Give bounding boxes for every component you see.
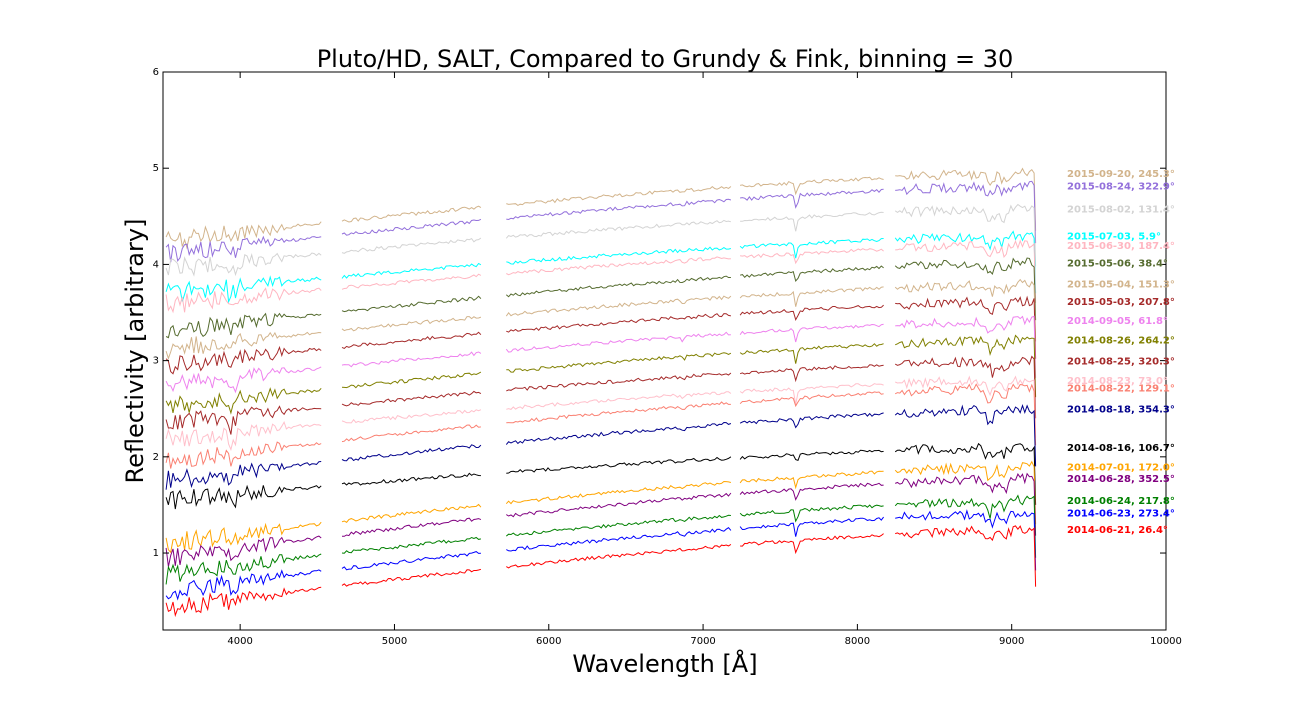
series-layer	[165, 167, 1037, 618]
legend-entry: 2015-07-03, 5.9°	[1067, 232, 1161, 243]
y-tick-label: 1	[153, 548, 159, 559]
legend-entry: 2014-06-21, 26.4°	[1067, 525, 1168, 536]
series-line	[165, 239, 1037, 314]
series-line	[165, 295, 1037, 375]
legend-entry: 2014-08-23, 73.0°	[1067, 376, 1168, 387]
series-line	[165, 404, 1037, 490]
plot-frame	[162, 71, 1167, 631]
series-line	[165, 442, 1037, 510]
x-tick-label: 6000	[536, 636, 561, 647]
series-line	[165, 315, 1037, 394]
y-tick-label: 6	[153, 67, 159, 78]
series-line	[165, 383, 1037, 469]
x-tick-label: 9000	[999, 636, 1024, 647]
legend-entry: 2014-08-25, 320.3°	[1067, 357, 1175, 368]
x-tick-label: 7000	[690, 636, 715, 647]
series-line	[165, 167, 1037, 250]
series-line	[165, 525, 1037, 618]
x-tick-label: 8000	[845, 636, 870, 647]
legend-entry: 2014-06-24, 217.8°	[1067, 496, 1175, 507]
series-line	[165, 278, 1037, 360]
legend-entry: 2014-07-01, 172.0°	[1067, 462, 1175, 473]
legend-entry: 2014-08-16, 106.7°	[1067, 443, 1175, 454]
x-tick-label: 10000	[1150, 636, 1182, 647]
legend-entry: 2015-09-20, 245.3°	[1067, 169, 1175, 180]
legend-entry: 2014-08-22, 129.1°	[1067, 384, 1175, 395]
legend-entry: 2014-09-05, 61.8°	[1067, 316, 1168, 327]
x-tick-label: 5000	[382, 636, 407, 647]
legend-layer: 2015-09-20, 245.3° 2015-08-24, 322.9° 2015…	[1067, 169, 1175, 536]
chart-title: Pluto/HD, SALT, Compared to Grundy & Fin…	[317, 45, 1014, 73]
series-line	[165, 334, 1037, 415]
series-line	[165, 203, 1037, 277]
y-axis-label: Reflectivity [arbitrary]	[121, 219, 149, 484]
legend-entry: 2015-05-06, 38.4°	[1067, 258, 1168, 269]
series-line	[165, 180, 1037, 263]
y-tick-label: 4	[153, 259, 159, 270]
y-tick-label: 3	[153, 356, 159, 367]
legend-entry: 2014-08-26, 264.2°	[1067, 335, 1175, 346]
y-tick-label: 2	[153, 452, 159, 463]
legend-entry: 2015-06-30, 187.4°	[1067, 241, 1175, 252]
series-line	[165, 509, 1037, 601]
series-line	[165, 257, 1037, 339]
legend-entry: 2014-06-28, 352.5°	[1067, 474, 1175, 485]
legend-entry: 2015-08-24, 322.9°	[1067, 182, 1175, 193]
y-tick-label: 5	[153, 163, 159, 174]
legend-entry: 2015-05-04, 151.3°	[1067, 280, 1175, 291]
series-line	[165, 494, 1037, 585]
series-line	[165, 460, 1037, 554]
series-line	[165, 230, 1037, 304]
x-tick-label: 4000	[227, 636, 252, 647]
series-line	[165, 472, 1037, 567]
series-line	[165, 355, 1037, 435]
series-line	[165, 375, 1037, 452]
legend-entry: 2014-08-18, 354.3°	[1067, 405, 1175, 416]
legend-entry: 2015-05-03, 207.8°	[1067, 297, 1175, 308]
legend-entry: 2015-08-02, 131.4°	[1067, 205, 1175, 216]
x-axis-label: Wavelength [Å]	[572, 649, 757, 678]
ticks-layer: 4000 5000 6000 7000 8000 9000 10000 1 2 3 4 5 6	[153, 67, 1182, 647]
legend-entry: 2014-06-23, 273.4°	[1067, 509, 1175, 520]
